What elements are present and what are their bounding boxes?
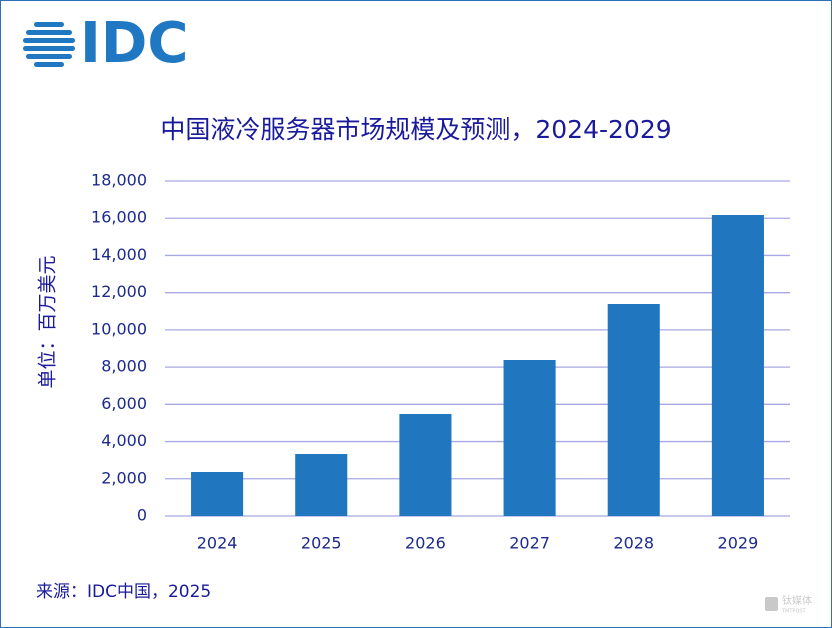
x-tick-label: 2025 xyxy=(301,534,342,553)
watermark-sub: TMTPOST xyxy=(781,609,807,615)
x-tick-label: 2027 xyxy=(509,534,550,553)
watermark: 钛媒体 TMTPOST xyxy=(765,595,812,615)
y-tick-label: 6,000 xyxy=(101,394,147,413)
x-tick-label: 2029 xyxy=(718,534,759,553)
source-note: 来源：IDC中国，2025 xyxy=(36,582,211,602)
y-tick-label: 2,000 xyxy=(101,468,147,487)
y-tick-label: 4,000 xyxy=(101,431,147,450)
chart-title: 中国液冷服务器市场规模及预测，2024-2029 xyxy=(160,115,671,144)
bar xyxy=(399,413,452,516)
y-tick-label: 18,000 xyxy=(91,171,147,190)
y-tick-label: 0 xyxy=(137,506,147,525)
bar xyxy=(191,472,244,516)
bar xyxy=(711,215,764,516)
bar xyxy=(295,454,348,516)
y-axis-label: 单位：百万美元 xyxy=(37,255,59,388)
logo-mark xyxy=(23,22,75,67)
y-tick-label: 8,000 xyxy=(101,357,147,376)
bar xyxy=(607,304,660,516)
y-tick-label: 12,000 xyxy=(91,282,147,301)
y-tick-label: 16,000 xyxy=(91,208,147,227)
x-tick-label: 2024 xyxy=(197,534,238,553)
y-tick-label: 14,000 xyxy=(91,245,147,264)
y-tick-label: 10,000 xyxy=(91,319,147,338)
watermark-name: 钛媒体 xyxy=(782,595,812,607)
logo-text: IDC xyxy=(80,11,188,76)
x-tick-label: 2028 xyxy=(613,534,654,553)
x-tick-label: 2026 xyxy=(405,534,446,553)
bar xyxy=(503,360,556,516)
